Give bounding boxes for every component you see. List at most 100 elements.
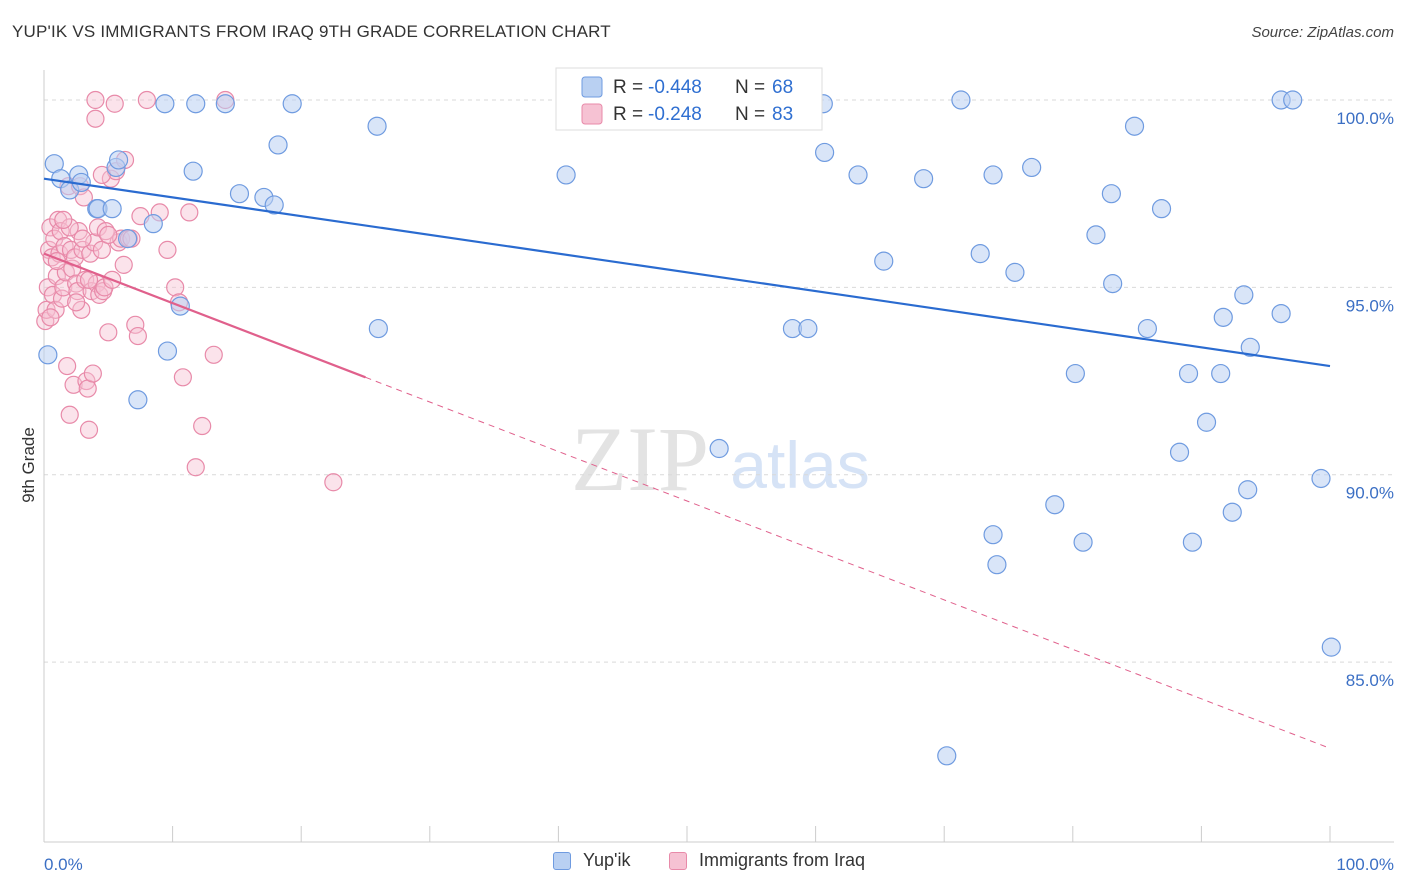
yupik-point: [848, 165, 868, 185]
legend-n-label-blue: N =: [735, 77, 765, 98]
yupik-point: [970, 244, 990, 264]
yupik-point: [102, 199, 122, 219]
iraq-point: [166, 278, 185, 297]
yupik-point: [215, 94, 235, 114]
source-credit: Source: ZipAtlas.com: [1251, 24, 1394, 41]
y-tick-labels: 85.0% 90.0% 95.0% 100.0%: [1336, 109, 1394, 690]
iraq-point: [73, 229, 92, 248]
legend-label-yupik: Yup'ik: [583, 850, 631, 870]
yupik-point: [117, 229, 138, 249]
iraq-point: [86, 90, 105, 110]
legend-item-yupik: Yup'ik: [553, 850, 630, 871]
yupik-point: [983, 525, 1003, 545]
legend-r-value-pink: -0.248: [648, 104, 702, 125]
legend-r-label-pink: R =: [613, 104, 643, 125]
yupik-point: [1005, 262, 1025, 282]
legend-r-value-blue: -0.448: [648, 77, 702, 98]
iraq-point: [99, 323, 118, 342]
iraq-point: [58, 356, 77, 376]
series-yupik-points: [38, 90, 1341, 766]
yupik-point: [1151, 199, 1172, 219]
legend-n-label-pink: N =: [735, 104, 765, 125]
iraq-point: [47, 267, 66, 286]
iraq-point: [41, 308, 60, 327]
iraq-point: [95, 278, 114, 297]
iraq-point: [186, 458, 205, 477]
legend-r-label-blue: R =: [613, 77, 643, 98]
yupik-point: [38, 345, 58, 365]
yupik-point: [709, 438, 729, 459]
legend-n-value-blue: 68: [772, 77, 793, 98]
y-axis-label: 9th Grade: [19, 427, 38, 503]
yupik-point: [1283, 90, 1303, 110]
axes: [43, 70, 1394, 843]
iraq-point: [92, 240, 111, 259]
x-tick-label-min: 0.0%: [44, 855, 83, 874]
yupik-point: [951, 90, 971, 110]
yupik-point: [183, 161, 203, 181]
yupik-point: [937, 746, 957, 766]
legend-swatch-pink: [581, 103, 603, 125]
yupik-point: [282, 94, 302, 114]
y-tick-label: 90.0%: [1346, 484, 1394, 503]
iraq-point: [114, 255, 133, 274]
yupik-point: [1124, 116, 1145, 136]
iraq-point: [81, 244, 100, 263]
yupik-point: [983, 165, 1003, 185]
iraq-point: [126, 315, 145, 334]
bottom-legend: Yup'ik Immigrants from Iraq: [0, 850, 1406, 880]
yupik-point: [1137, 318, 1157, 339]
x-tick-label-max: 100.0%: [1336, 855, 1394, 874]
yupik-point: [268, 135, 288, 155]
iraq-point: [99, 225, 118, 244]
yupik-point: [914, 169, 934, 189]
y-tick-label: 85.0%: [1346, 671, 1394, 690]
yupik-point: [157, 341, 178, 361]
yupik-point: [128, 390, 148, 410]
chart-title: YUP'IK VS IMMIGRANTS FROM IRAQ 9TH GRADE…: [12, 22, 611, 41]
watermark-atlas: atlas: [730, 428, 869, 502]
iraq-point: [51, 222, 70, 241]
yupik-point: [1234, 285, 1254, 305]
yupik-point: [874, 251, 894, 271]
iraq-point: [193, 416, 212, 436]
yupik-point: [264, 195, 284, 215]
yupik-point: [1182, 532, 1202, 552]
yupik-point: [1311, 468, 1331, 489]
iraq-point: [204, 345, 223, 364]
yupik-point: [798, 318, 818, 339]
iraq-point: [173, 368, 192, 387]
iraq-point: [105, 94, 124, 113]
yupik-point: [1222, 502, 1242, 522]
yupik-point: [556, 165, 576, 185]
iraq-point: [54, 210, 73, 230]
legend: R = -0.448 N = 68 R = -0.248 N = 83: [555, 67, 823, 131]
y-tick-label: 95.0%: [1346, 296, 1394, 315]
watermark-zip: ZIP: [571, 408, 709, 510]
yupik-point: [155, 94, 175, 114]
yupik-point: [1073, 532, 1093, 552]
x-tick-labels: 0.0% 100.0%: [44, 855, 1394, 874]
yupik-point: [1065, 363, 1085, 384]
iraq-point: [158, 240, 177, 259]
yupik-point: [1045, 495, 1065, 515]
iraq-trend-extension: [365, 376, 1331, 749]
iraq-point: [86, 109, 105, 128]
yupik-point: [1178, 363, 1199, 384]
yupik-point: [1240, 337, 1260, 357]
iraq-point: [85, 233, 104, 252]
yupik-point: [186, 94, 206, 114]
iraq-point: [76, 270, 95, 289]
yupik-point: [143, 214, 163, 234]
yupik-point: [367, 116, 387, 136]
legend-swatch-blue: [581, 76, 603, 98]
legend-label-iraq: Immigrants from Iraq: [699, 850, 866, 870]
yupik-trend-line: [43, 177, 1331, 368]
watermark: ZIP atlas: [571, 408, 870, 510]
iraq-point: [60, 218, 79, 237]
iraq-point: [43, 285, 63, 304]
iraq-point: [67, 293, 86, 312]
iraq-point: [79, 420, 99, 439]
yupik-point: [1196, 412, 1217, 432]
yupik-point: [1213, 307, 1233, 327]
